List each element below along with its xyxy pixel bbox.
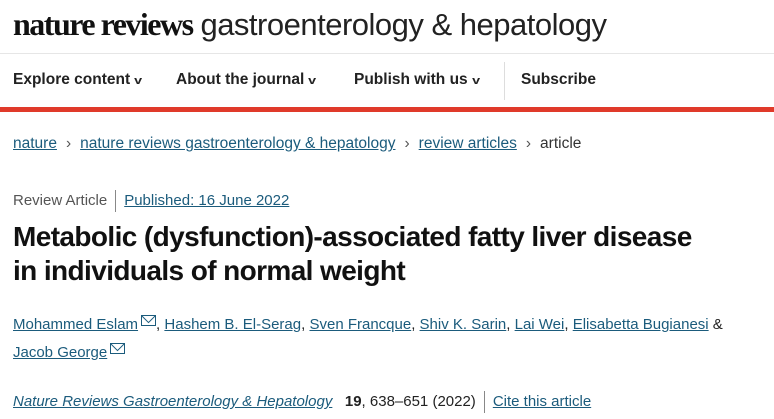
- breadcrumb-journal[interactable]: nature reviews gastroenterology & hepato…: [80, 135, 396, 152]
- chevron-right-icon: ›: [65, 135, 72, 152]
- cite-this-article-link[interactable]: Cite this article: [492, 392, 592, 410]
- article-meta: Review Article Published: 16 June 2022: [13, 190, 289, 212]
- author-link[interactable]: Hashem B. El-Serag: [164, 316, 302, 333]
- citation: Nature Reviews Gastroenterology & Hepato…: [13, 391, 591, 413]
- chevron-down-icon: v: [471, 75, 480, 87]
- divider: [115, 190, 117, 212]
- author-link[interactable]: Elisabetta Bugianesi: [572, 316, 709, 333]
- divider: [483, 391, 485, 413]
- article-title: Metabolic (dysfunction)-associated fatty…: [13, 221, 692, 286]
- journal-logo[interactable]: nature reviews gastroenterology & hepato…: [13, 6, 607, 42]
- chevron-down-icon: v: [308, 75, 317, 87]
- chevron-right-icon: ›: [404, 135, 410, 152]
- author-link[interactable]: Shiv K. Sarin: [419, 316, 507, 333]
- nav-explore-content[interactable]: Explore content v: [13, 71, 143, 88]
- journal-link[interactable]: Nature Reviews Gastroenterology & Hepato…: [13, 392, 333, 410]
- chevron-down-icon: v: [134, 75, 143, 87]
- author-list-cont: Jacob George: [13, 343, 126, 361]
- divider: [0, 53, 774, 54]
- nav-divider: [504, 62, 505, 100]
- volume: 19: [344, 392, 362, 410]
- breadcrumb: nature › nature reviews gastroenterology &…: [13, 135, 581, 153]
- published-date[interactable]: Published: 16 June 2022: [124, 191, 290, 209]
- article-type: Review Article: [13, 191, 108, 209]
- nav-subscribe[interactable]: Subscribe: [521, 71, 596, 88]
- chevron-right-icon: ›: [525, 135, 532, 152]
- author-link[interactable]: Jacob George: [13, 344, 108, 361]
- breadcrumb-review-articles[interactable]: review articles: [418, 135, 517, 152]
- author-link[interactable]: Sven Francque: [309, 316, 412, 333]
- author-link[interactable]: Lai Wei: [514, 316, 565, 333]
- email-icon[interactable]: [141, 315, 157, 326]
- author-link[interactable]: Mohammed Eslam: [13, 316, 139, 333]
- nav-about-journal[interactable]: About the journal v: [176, 71, 317, 88]
- pages-year: , 638–651 (2022): [361, 392, 476, 410]
- breadcrumb-current: article: [540, 135, 582, 152]
- email-icon[interactable]: [110, 343, 126, 354]
- accent-bar: [0, 107, 774, 112]
- author-list: Mohammed Eslam, Hashem B. El-Serag, Sven…: [13, 315, 723, 333]
- breadcrumb-nature[interactable]: nature: [13, 135, 57, 152]
- nav-publish-with-us[interactable]: Publish with us v: [354, 71, 480, 88]
